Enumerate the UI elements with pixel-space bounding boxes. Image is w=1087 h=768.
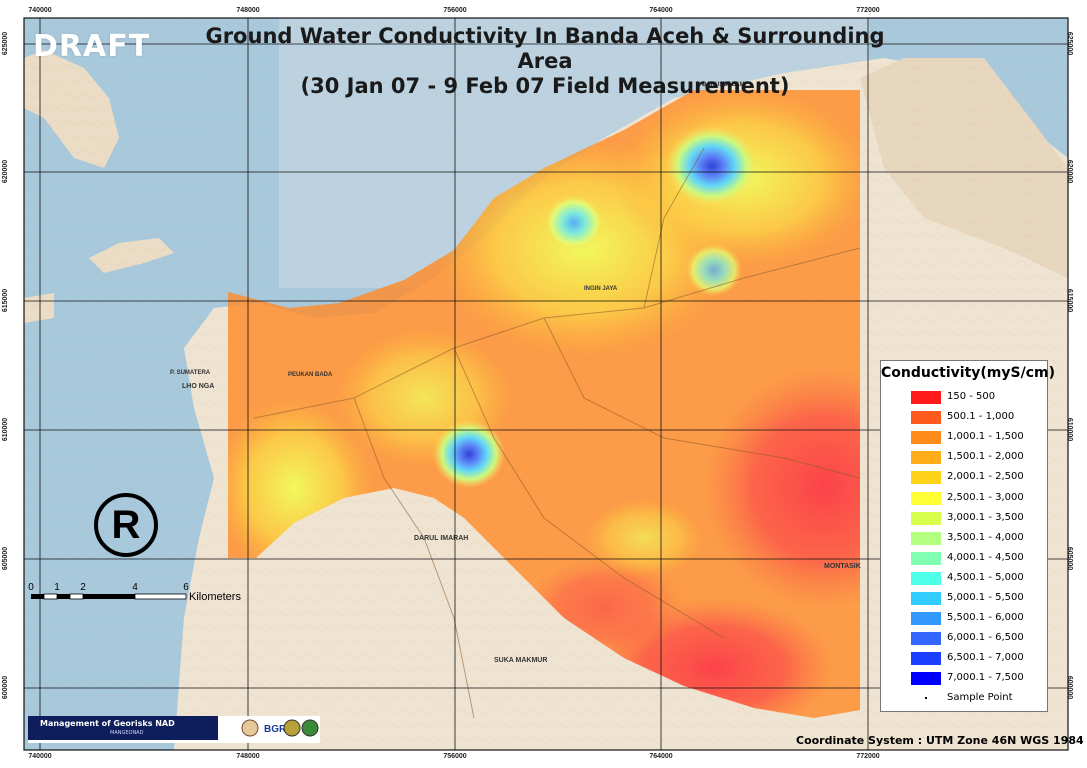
emblem-icon [241,719,259,737]
scale-segment [43,593,58,600]
draft-watermark: DRAFT [33,29,151,64]
scale-segment [134,593,187,600]
map-title-line1: Ground Water Conductivity In Banda Aceh … [205,24,885,73]
easting-label-top: 764000 [649,7,673,14]
easting-label-top: 740000 [28,7,52,14]
northing-label-right: 625000 [1066,31,1074,56]
legend-label: 4,000.1 - 4,500 [947,551,1024,563]
legend-panel: Conductivity(myS/cm) 150 - 500 500.1 - 1,… [880,360,1055,712]
logo-org-name: Management of Georisks NAD [40,719,175,728]
place-peukan-bada: PEUKAN BADA [288,372,333,378]
place-darul-imarah: DARUL IMARAH [414,535,468,542]
legend-label: 150 - 500 [947,391,996,402]
scale-bar: 0 1 2 4 6 Kilometers [28,582,241,603]
legend-swatch [911,511,941,525]
legend-swatch [911,431,941,445]
legend-swatch [911,531,941,545]
legend-swatch [911,571,941,585]
scale-tick-label: 1 [54,582,60,593]
scale-tick-label: 4 [132,582,138,593]
legend-label: 6,000.1 - 6,500 [947,632,1024,644]
legend-label: 5,500.1 - 6,000 [947,612,1024,624]
easting-label-bottom: 772000 [856,753,880,760]
legend-swatch [911,551,941,565]
easting-label-bottom: 764000 [649,753,673,760]
legend-label: 3,500.1 - 4,000 [947,531,1024,543]
easting-label-top: 756000 [443,7,467,14]
northing-label-right: 605000 [1066,546,1074,571]
sample-point-dot-icon [925,697,927,699]
easting-label-bottom: 748000 [236,753,260,760]
registered-mark-icon: R [94,493,158,557]
legend-label: 500.1 - 1,000 [947,411,1015,423]
scale-tick-label: 6 [183,582,189,593]
northing-label-left: 620000 [2,159,10,184]
legend-swatch [911,391,941,404]
legend-label: 7,000.1 - 7,500 [947,672,1024,684]
place-montasik: MONTASIK [824,563,861,570]
scale-segment [69,593,84,600]
legend-swatch [911,652,941,666]
scale-unit-label: Kilometers [189,591,241,603]
easting-label-top: 772000 [856,7,880,14]
easting-label-bottom: 756000 [443,753,467,760]
legend-swatch [911,491,941,505]
legend-swatch [911,451,941,465]
legend-label: 1,500.1 - 2,000 [947,451,1024,463]
legend-label: 2,000.1 - 2,500 [947,471,1024,483]
northing-label-left: 625000 [2,31,10,56]
legend-label: 2,500.1 - 3,000 [947,491,1024,503]
northing-label-left: 615000 [2,288,10,313]
legend-swatch [911,411,941,425]
legend-label: 5,000.1 - 5,500 [947,592,1024,603]
scale-segment [83,594,135,599]
scale-segment [57,594,70,599]
mangeonad-logo: Management of Georisks NAD MANGEONAD [28,716,218,740]
logo-strip: Management of Georisks NAD MANGEONAD BGR [28,716,320,743]
map-title: Ground Water Conductivity In Banda Aceh … [190,24,900,99]
anomaly-blue-north [544,195,604,251]
logo-sub-name: MANGEONAD [110,730,144,736]
scale-tick-label: 2 [80,582,86,593]
northing-label-left: 610000 [2,417,10,442]
legend-swatch [911,632,941,646]
legend-title: Conductivity(myS/cm) [881,365,1055,381]
scale-segment [31,594,44,599]
partner-bgr-logo: BGR [264,724,287,735]
legend-label: 3,000.1 - 3,500 [947,511,1024,523]
legend-swatch [911,471,941,485]
northing-label-right: 600000 [1066,675,1074,700]
registered-mark-letter: R [112,503,141,547]
place-ingin-jaya: INGIN JAYA [584,286,618,292]
legend-label: 6,500.1 - 7,000 [947,652,1024,664]
scale-tick-label: 0 [28,582,34,593]
anomaly-blue-northeast [666,126,758,206]
emblem-icon [301,719,319,737]
partner-logos: BGR [241,719,319,737]
place-suka-makmur: SUKA MAKMUR [494,657,547,664]
place-lho-nga: LHO NGA [182,383,214,390]
northing-label-left: 605000 [2,546,10,571]
place-sumatera: P. SUMATERA [170,370,211,376]
coordinate-system-label: Coordinate System : UTM Zone 46N WGS 198… [796,734,1084,747]
legend-label: 1,000.1 - 1,500 [947,431,1024,443]
legend-swatch [911,672,941,686]
anomaly-blue-center [433,420,505,488]
overlay-yellow-south [584,498,704,578]
legend-swatch [911,592,941,605]
northing-label-right: 610000 [1066,417,1074,442]
northing-label-right: 620000 [1066,159,1074,184]
northing-label-left: 600000 [2,675,10,700]
anomaly-blue-east [686,244,742,296]
legend-swatch [911,612,941,626]
legend-sample-point-label: Sample Point [947,692,1013,703]
emblem-icon [283,719,301,737]
easting-label-top: 748000 [236,7,260,14]
map-title-line2: (30 Jan 07 - 9 Feb 07 Field Measurement) [300,74,790,98]
northing-label-right: 615000 [1066,288,1074,313]
legend-label: 4,500.1 - 5,000 [947,571,1024,583]
easting-label-bottom: 740000 [28,753,52,760]
